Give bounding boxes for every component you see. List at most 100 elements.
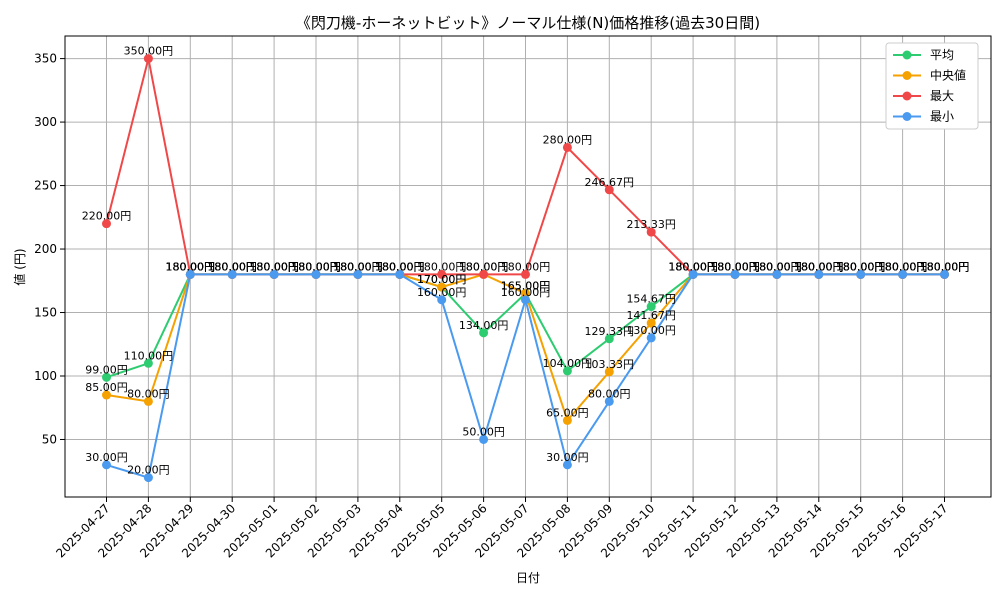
series-4-data-label: 160.00円 xyxy=(501,286,551,299)
series-3-data-label: 180.00円 xyxy=(249,260,299,273)
series-4-point xyxy=(898,269,908,279)
legend-item-1-marker xyxy=(902,50,912,60)
series-3-data-label: 180.00円 xyxy=(333,260,383,273)
series-4-data-label: 180.00円 xyxy=(752,260,802,273)
series-4-point xyxy=(269,269,279,279)
series-3-data-label: 180.00円 xyxy=(920,260,970,273)
series-1-data-label: 134.00円 xyxy=(459,319,509,332)
series-2-data-label: 180.00円 xyxy=(291,260,341,273)
plot-frame xyxy=(64,35,992,498)
series-4-point xyxy=(102,460,111,470)
series-2-data-label: 180.00円 xyxy=(459,260,509,273)
series-2-data-label: 180.00円 xyxy=(710,260,760,273)
series-2-data-label: 170.00円 xyxy=(417,273,467,286)
series-1-data-label: 180.00円 xyxy=(752,260,802,273)
series-4-data-label: 20.00円 xyxy=(127,464,170,477)
series-2-point xyxy=(562,415,572,425)
legend-item-2-marker xyxy=(902,71,912,80)
series-2-data-label: 80.00円 xyxy=(127,387,170,400)
grid xyxy=(65,36,991,497)
series-3-point xyxy=(604,185,614,195)
legend-item-3-label: 最大 xyxy=(930,89,954,103)
series-2-data-label: 85.00円 xyxy=(85,381,128,394)
data-labels: 99.00円110.00円180.00円180.00円180.00円180.00… xyxy=(82,45,970,477)
series-2-data-label: 180.00円 xyxy=(878,260,928,273)
series-1-data-label: 110.00円 xyxy=(124,349,174,362)
legend-item-2-label: 中央値 xyxy=(930,68,966,83)
series-1-data-label: 180.00円 xyxy=(920,260,970,273)
series-4-data-label: 160.00円 xyxy=(417,286,467,299)
series-4-point xyxy=(772,269,782,279)
series-3-data-label: 180.00円 xyxy=(207,260,257,273)
series-4-point xyxy=(604,396,614,406)
series-2-data-label: 180.00円 xyxy=(920,260,970,273)
series-1-data-label: 180.00円 xyxy=(166,260,216,273)
series-3-data-label: 180.00円 xyxy=(291,260,341,273)
series-1-data-label: 180.00円 xyxy=(249,260,299,273)
series-1-point xyxy=(646,302,656,312)
y-tick-label: 350 xyxy=(34,52,57,66)
series-3-point xyxy=(562,142,572,152)
series-4-point xyxy=(688,269,698,279)
series-1-data-label: 180.00円 xyxy=(794,260,844,273)
series-1-data-label: 180.00円 xyxy=(668,260,718,273)
series-2-data-label: 180.00円 xyxy=(668,260,718,273)
series-2-point xyxy=(102,390,111,400)
series-4-data-label: 180.00円 xyxy=(668,260,718,273)
series-1-data-label: 129.33円 xyxy=(585,325,635,338)
series-4-data-label: 180.00円 xyxy=(333,260,383,273)
series-1-point xyxy=(604,334,614,344)
series-2-data-label: 180.00円 xyxy=(752,260,802,273)
series-4-data-label: 30.00円 xyxy=(546,451,589,464)
series-4-data-label: 180.00円 xyxy=(207,260,257,273)
series-3-data-label: 180.00円 xyxy=(417,260,467,273)
y-axis-label: 値 (円) xyxy=(12,248,27,285)
series-1-data-label: 180.00円 xyxy=(710,260,760,273)
series-3-point xyxy=(479,269,489,279)
series-4-data-label: 180.00円 xyxy=(710,260,760,273)
series-4-data-label: 130.00円 xyxy=(626,324,676,337)
series-2-data-label: 180.00円 xyxy=(207,260,257,273)
series-3-data-label: 213.33円 xyxy=(626,218,676,231)
chart-title: 《閃刀機-ホーネットビット》ノーマル仕様(N)価格推移(過去30日間) xyxy=(296,14,760,32)
series-3-data-label: 180.00円 xyxy=(375,260,425,273)
series-4-point xyxy=(395,269,405,279)
series-4-point xyxy=(311,269,321,279)
series-4-data-label: 180.00円 xyxy=(794,260,844,273)
series-2-point xyxy=(604,367,614,377)
x-axis-label: 日付 xyxy=(516,571,540,585)
series-4-data-label: 180.00円 xyxy=(375,260,425,273)
series-4-point xyxy=(730,269,740,279)
series-2-data-label: 180.00円 xyxy=(333,260,383,273)
series-3-data-label: 180.00円 xyxy=(836,260,886,273)
series-1-data-label: 154.67円 xyxy=(626,293,676,306)
series-4-data-label: 180.00円 xyxy=(249,260,299,273)
series-4-data-label: 180.00円 xyxy=(878,260,928,273)
series-2-point xyxy=(521,288,530,298)
series-1-point xyxy=(143,358,153,368)
y-axis-ticks: 50 100 150 200 250 300 350 xyxy=(34,52,65,446)
series-4-point xyxy=(856,269,866,279)
series-2-data-label: 103.33円 xyxy=(585,358,635,371)
legend-item-4-marker xyxy=(902,112,912,121)
legend-item-1-label: 平均 xyxy=(930,48,954,62)
series-4-point xyxy=(437,295,447,305)
series-4-data-label: 180.00円 xyxy=(836,260,886,273)
series-3-data-label: 180.00円 xyxy=(710,260,760,273)
series-2-point xyxy=(646,318,656,328)
series-3-data-label: 180.00円 xyxy=(166,260,216,273)
y-tick-label: 150 xyxy=(34,306,57,320)
series-2-data-label: 180.00円 xyxy=(794,260,844,273)
series-2-data-label: 180.00円 xyxy=(836,260,886,273)
series-3-point xyxy=(646,227,656,237)
series-4-data-label: 180.00円 xyxy=(166,260,216,273)
series-1-point xyxy=(479,328,489,338)
series-4-point xyxy=(814,269,824,279)
series-1-data-label: 165.00円 xyxy=(501,279,551,292)
series-1-point xyxy=(102,372,111,382)
series-layer xyxy=(102,54,949,483)
series-3-point xyxy=(521,269,530,279)
y-tick-label: 250 xyxy=(34,179,57,193)
